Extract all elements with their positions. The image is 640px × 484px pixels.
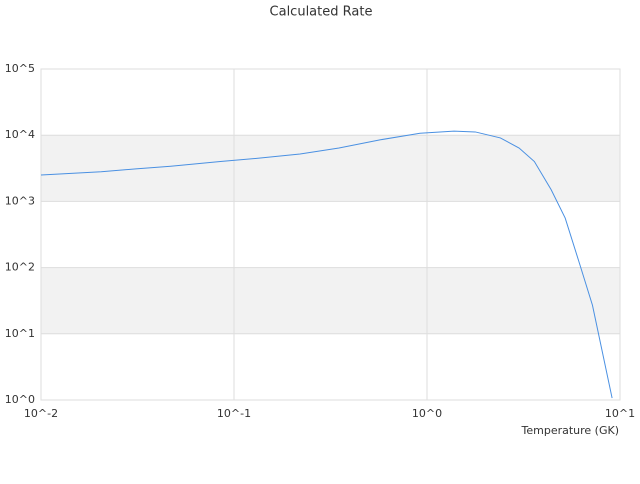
y-tick-label: 10^4 (5, 128, 35, 141)
y-tick-label: 10^3 (5, 194, 35, 207)
y-tick-label: 10^1 (5, 327, 35, 340)
grid-band (41, 135, 620, 202)
grid-band (41, 267, 620, 334)
y-tick-label: 10^0 (5, 393, 35, 406)
chart-title: Calculated Rate (270, 5, 373, 20)
y-tick-label: 10^2 (5, 261, 35, 274)
x-tick-label: 10^1 (605, 407, 635, 420)
data-line (40, 130, 613, 399)
x-tick-label: 10^0 (412, 407, 442, 420)
plot-border (40, 68, 621, 401)
y-tick-label: 10^5 (5, 62, 35, 75)
x-tick-label: 10^-1 (217, 407, 251, 420)
x-tick-label: 10^-2 (24, 407, 58, 420)
x-axis-label: Temperature (GK) (521, 424, 620, 437)
